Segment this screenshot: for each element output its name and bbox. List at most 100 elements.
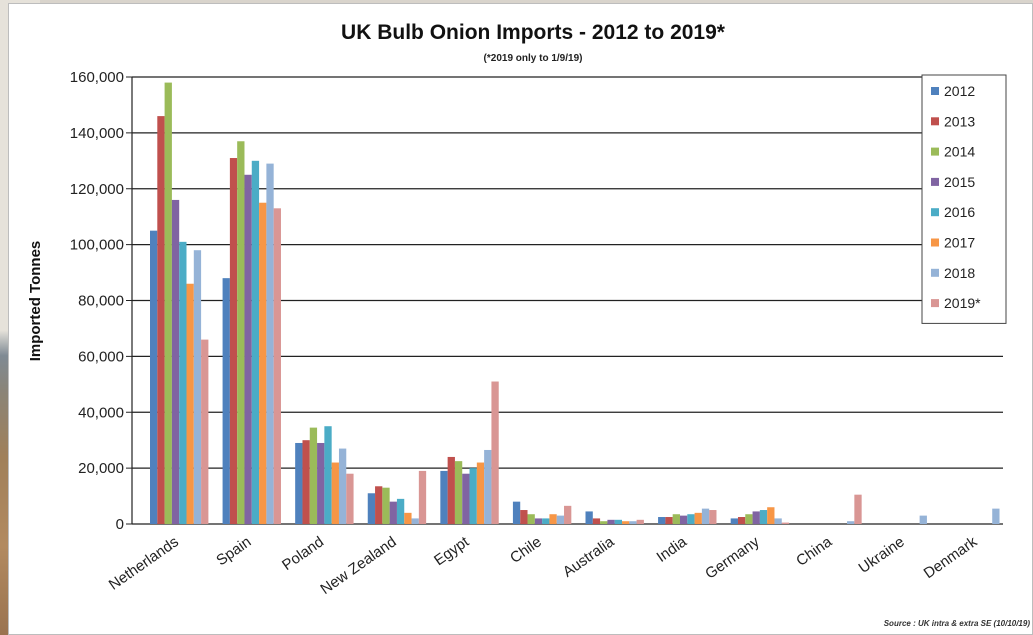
bar: [564, 505, 572, 524]
bar: [440, 470, 448, 524]
bar: [672, 514, 680, 524]
y-tick-label: 100,000: [70, 237, 124, 254]
bar: [331, 462, 339, 524]
bar: [658, 517, 666, 524]
bar: [607, 519, 615, 524]
y-tick-label: 140,000: [70, 125, 124, 142]
legend-swatch: [931, 238, 939, 247]
bar: [469, 468, 477, 525]
bar: [781, 522, 790, 524]
bar: [295, 442, 303, 524]
bar: [382, 487, 390, 524]
source-note: Source : UK intra & extra SE (10/10/19): [884, 619, 1031, 628]
legend-swatch: [931, 208, 939, 217]
bar: [237, 141, 245, 524]
bar: [454, 461, 463, 524]
bar: [542, 518, 550, 524]
bar: [476, 462, 485, 524]
bar: [157, 116, 165, 525]
legend-swatch: [931, 177, 939, 186]
bar: [512, 501, 521, 524]
y-tick-label: 120,000: [70, 181, 124, 198]
bar: [687, 514, 695, 524]
bar: [737, 517, 746, 524]
legend-swatch: [931, 147, 939, 156]
y-tick-label: 40,000: [78, 404, 124, 421]
legend-swatch: [931, 117, 939, 126]
bar: [992, 508, 1000, 524]
legend-label: 2013: [944, 113, 975, 129]
x-tick-label: Ukraine: [856, 533, 908, 577]
bar: [179, 241, 187, 524]
bar: [266, 163, 274, 525]
bar: [759, 510, 768, 524]
x-tick-label: Australia: [560, 533, 618, 581]
bar: [491, 381, 499, 524]
bar: [622, 521, 630, 524]
bar: [462, 473, 470, 524]
bar: [389, 501, 397, 524]
x-tick-label: Netherlands: [106, 533, 182, 593]
bar: [396, 498, 405, 524]
bar: [484, 449, 492, 524]
y-axis-label: Imported Tonnes: [27, 241, 44, 362]
x-tick-label: Egypt: [431, 533, 473, 569]
y-tick-label: 160,000: [70, 69, 124, 86]
legend-label: 2012: [944, 83, 975, 99]
y-tick-label: 80,000: [78, 293, 124, 310]
legend-label: 2015: [944, 174, 975, 190]
bar: [346, 473, 354, 524]
bar: [251, 160, 260, 524]
bar: [150, 230, 158, 524]
bar: [193, 250, 202, 524]
bar: [709, 510, 717, 524]
bar: [549, 514, 557, 524]
chart-title: UK Bulb Onion Imports - 2012 to 2019*: [341, 21, 726, 44]
x-tick-label: New Zealand: [317, 533, 399, 598]
bar: [629, 521, 637, 524]
bar: [447, 456, 455, 524]
bar: [600, 521, 608, 524]
bar: [520, 510, 528, 524]
bar: [701, 508, 710, 524]
x-tick-label: China: [793, 533, 835, 570]
bar: [317, 442, 325, 524]
bar: [309, 427, 318, 524]
bar: [665, 517, 673, 524]
legend-swatch: [931, 268, 939, 277]
bar: [375, 486, 383, 524]
bar: [404, 512, 412, 524]
bar: [854, 494, 862, 524]
x-tick-label: Chile: [507, 533, 545, 567]
legend-label: 2018: [944, 265, 975, 281]
legend: 2012 2013 2014 2015 2016 2017 2018 2019*: [921, 74, 1007, 324]
legend-label: 2016: [944, 204, 975, 220]
legend-swatch: [931, 299, 939, 308]
bar: [164, 82, 172, 524]
x-tick-label: Spain: [213, 533, 254, 569]
bar: [636, 519, 644, 524]
legend-label: 2014: [944, 144, 975, 160]
x-tick-label: Poland: [279, 533, 327, 574]
bar: [259, 202, 267, 524]
bar: [411, 518, 419, 524]
bar: [186, 283, 194, 524]
y-tick-label: 20,000: [78, 460, 124, 477]
bar: [367, 493, 376, 524]
legend-label: 2017: [944, 235, 975, 251]
bar: [418, 470, 427, 524]
bar: [694, 512, 702, 524]
bar: [745, 514, 753, 524]
bar: [229, 158, 238, 524]
x-tick-label: Denmark: [921, 533, 981, 582]
bar: [302, 440, 310, 524]
legend-box: [921, 74, 1007, 324]
legend-label: 2019*: [944, 295, 981, 311]
legend-swatch: [931, 87, 939, 95]
bar: [201, 339, 209, 524]
chart-subtitle: (*2019 only to 1/9/19): [484, 53, 583, 64]
bar: [730, 518, 738, 524]
bar: [338, 448, 347, 524]
bar: [273, 208, 281, 524]
